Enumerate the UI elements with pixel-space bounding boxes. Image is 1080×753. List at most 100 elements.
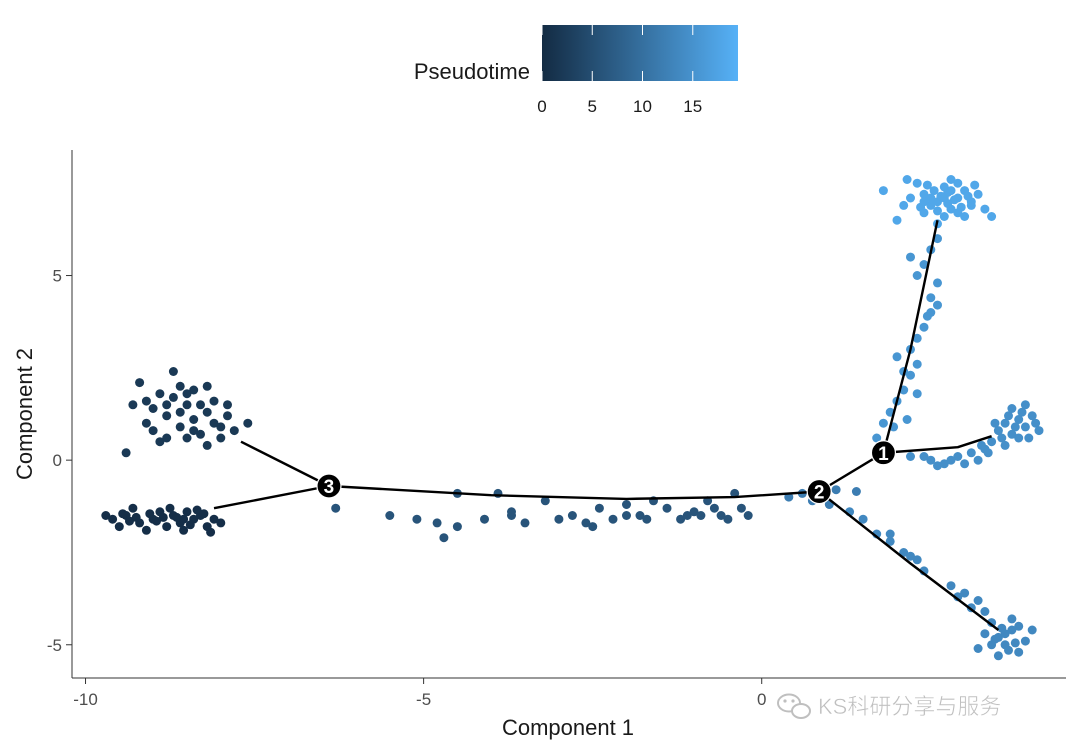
cell-point: [209, 418, 219, 428]
cell-point: [168, 392, 178, 402]
branch-point-label: 1: [878, 444, 889, 465]
cell-point: [1017, 407, 1027, 417]
cell-point: [121, 448, 131, 458]
cell-point: [933, 461, 942, 471]
cell-point: [949, 195, 959, 205]
cell-point: [899, 548, 909, 557]
trajectory-branch: [818, 490, 1000, 631]
cell-point: [926, 193, 936, 203]
cell-point: [155, 437, 165, 447]
legend-ticks: 0 5 10 15: [537, 25, 702, 116]
watermark-text: KS科研分享与服务: [818, 694, 1001, 719]
cell-point: [131, 512, 141, 522]
cell-point: [912, 271, 922, 280]
cell-point: [145, 509, 155, 519]
cell-point: [540, 496, 550, 506]
cell-point: [899, 200, 909, 210]
trajectory-branch: [328, 484, 820, 501]
cell-point: [182, 433, 192, 443]
cell-point: [939, 193, 949, 203]
cell-point: [1020, 636, 1030, 646]
branch-points: 1 2 3: [316, 440, 897, 505]
cell-point: [175, 422, 185, 432]
cell-point: [960, 588, 970, 598]
cell-point: [182, 389, 192, 399]
cell-point: [919, 322, 929, 332]
cell-point: [1014, 621, 1024, 631]
cell-point: [922, 180, 932, 190]
cell-point: [179, 525, 189, 535]
cell-point: [1014, 433, 1024, 443]
cell-point: [973, 455, 983, 465]
cell-point: [906, 252, 915, 262]
cell-point: [929, 186, 939, 196]
cell-point: [135, 378, 145, 388]
cell-point: [983, 448, 993, 458]
cell-point: [189, 426, 199, 436]
y-tick-label: 0: [53, 451, 62, 470]
cell-point: [175, 381, 185, 391]
cell-point: [108, 514, 118, 524]
cell-point: [906, 452, 915, 461]
cell-point: [182, 507, 192, 517]
cell-point: [946, 186, 956, 196]
cell-point: [594, 503, 604, 513]
cell-point: [902, 175, 912, 184]
branch-point-marker: [316, 473, 342, 499]
cell-point: [878, 418, 888, 428]
axes: -10 -5 0 -5 0 5 Component 1 Component 2: [12, 150, 1066, 740]
cell-point: [223, 400, 232, 410]
cell-point: [892, 352, 902, 362]
cell-point: [141, 396, 151, 406]
branch-point-2: 2: [806, 478, 832, 505]
cell-point: [1007, 614, 1017, 624]
cell-point: [960, 212, 970, 221]
cell-point: [973, 644, 983, 653]
cell-point: [192, 505, 202, 515]
branch-point-1: 1: [870, 440, 897, 466]
cell-point: [162, 411, 172, 421]
x-tick-label: -10: [73, 690, 98, 709]
cell-point: [152, 516, 161, 526]
cell-point: [635, 511, 645, 520]
cell-point: [885, 529, 895, 539]
cell-point: [926, 293, 936, 303]
wechat-icon: [777, 693, 811, 719]
cell-point: [1020, 400, 1030, 410]
cell-point: [175, 407, 185, 417]
cell-point: [953, 452, 963, 461]
cell-point: [141, 525, 151, 535]
cell-point: [902, 415, 912, 424]
cell-point: [993, 651, 1003, 661]
cell-point: [892, 215, 902, 225]
cell-point: [1000, 418, 1010, 428]
cell-point: [182, 400, 192, 410]
cell-point: [977, 440, 986, 450]
cell-point: [1007, 625, 1017, 635]
cell-point: [1031, 418, 1041, 428]
cell-point: [933, 278, 942, 288]
cell-point: [162, 400, 172, 410]
trajectory-branch: [882, 219, 939, 454]
cell-point: [1000, 440, 1010, 450]
cell-point: [243, 418, 253, 428]
cell-point: [185, 520, 195, 530]
cell-point: [554, 514, 564, 524]
cell-point: [209, 514, 219, 524]
cell-point: [997, 433, 1007, 443]
cell-point: [622, 511, 631, 520]
cell-point: [912, 178, 922, 188]
cell-point: [973, 596, 983, 605]
watermark: KS科研分享与服务: [777, 693, 1002, 719]
cell-point: [993, 426, 1003, 436]
cell-point: [926, 455, 936, 465]
cell-point: [128, 503, 138, 513]
cell-point: [141, 418, 151, 428]
cell-point: [730, 488, 740, 498]
cell-point: [1034, 426, 1044, 436]
cell-point: [216, 433, 226, 443]
cell-point: [1010, 638, 1020, 648]
cell-point: [872, 433, 882, 443]
cell-point: [990, 418, 1000, 428]
